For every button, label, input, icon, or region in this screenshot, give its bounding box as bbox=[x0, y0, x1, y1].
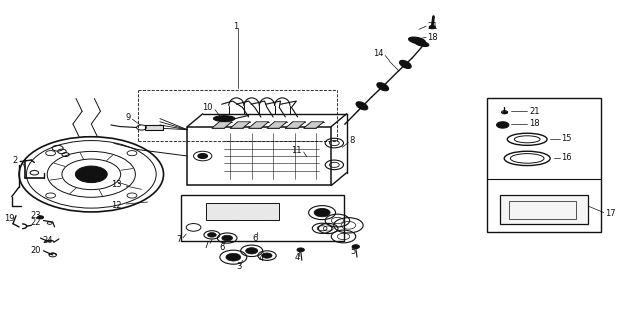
Circle shape bbox=[262, 253, 272, 258]
Text: 16: 16 bbox=[561, 153, 572, 162]
Ellipse shape bbox=[408, 37, 425, 44]
Polygon shape bbox=[231, 122, 250, 128]
Circle shape bbox=[245, 248, 258, 254]
Text: 7: 7 bbox=[203, 241, 209, 250]
Text: 10: 10 bbox=[202, 103, 213, 112]
Bar bbox=[206, 203, 279, 220]
Text: 12: 12 bbox=[111, 201, 122, 210]
Circle shape bbox=[352, 245, 360, 249]
Text: 11: 11 bbox=[292, 146, 302, 155]
Text: 7: 7 bbox=[176, 235, 181, 244]
Ellipse shape bbox=[415, 41, 429, 46]
Circle shape bbox=[297, 248, 304, 252]
Polygon shape bbox=[286, 122, 305, 128]
Text: 15: 15 bbox=[561, 134, 572, 143]
Text: 20: 20 bbox=[30, 246, 41, 255]
Bar bbox=[187, 126, 331, 186]
Polygon shape bbox=[303, 122, 324, 128]
Circle shape bbox=[497, 122, 509, 128]
Text: 4: 4 bbox=[259, 254, 264, 263]
Circle shape bbox=[38, 216, 43, 219]
Text: 3: 3 bbox=[237, 262, 242, 271]
Text: 19: 19 bbox=[4, 214, 14, 223]
Text: 8: 8 bbox=[350, 136, 355, 145]
Text: 14: 14 bbox=[373, 49, 383, 58]
Bar bbox=[145, 125, 163, 130]
Text: 2: 2 bbox=[12, 156, 18, 165]
Ellipse shape bbox=[377, 83, 389, 91]
Text: 9: 9 bbox=[125, 113, 130, 122]
Text: 18: 18 bbox=[428, 33, 438, 42]
Bar bbox=[509, 201, 576, 219]
Text: 22: 22 bbox=[30, 218, 41, 227]
Ellipse shape bbox=[213, 116, 235, 122]
Circle shape bbox=[314, 208, 330, 217]
Text: 24: 24 bbox=[42, 236, 53, 245]
Text: 4: 4 bbox=[295, 253, 300, 262]
Text: 17: 17 bbox=[605, 209, 616, 218]
Bar bbox=[499, 195, 588, 224]
Text: 6: 6 bbox=[219, 243, 224, 252]
Circle shape bbox=[222, 235, 232, 241]
Circle shape bbox=[75, 166, 107, 183]
Circle shape bbox=[430, 26, 435, 29]
Text: 23: 23 bbox=[30, 211, 41, 220]
Bar bbox=[181, 195, 344, 241]
Circle shape bbox=[198, 154, 208, 159]
Polygon shape bbox=[212, 122, 232, 128]
Text: 1: 1 bbox=[233, 22, 239, 31]
Polygon shape bbox=[248, 122, 269, 128]
Ellipse shape bbox=[356, 102, 368, 110]
Ellipse shape bbox=[399, 60, 411, 68]
Text: 6: 6 bbox=[252, 234, 258, 243]
Text: 18: 18 bbox=[529, 119, 540, 129]
Text: 21: 21 bbox=[529, 107, 540, 116]
Circle shape bbox=[226, 253, 241, 261]
Circle shape bbox=[85, 171, 98, 178]
Polygon shape bbox=[267, 122, 287, 128]
Text: 13: 13 bbox=[111, 180, 122, 189]
Text: 5: 5 bbox=[350, 247, 355, 256]
Circle shape bbox=[208, 233, 216, 237]
Bar bbox=[488, 98, 601, 232]
Text: 21: 21 bbox=[428, 22, 438, 31]
